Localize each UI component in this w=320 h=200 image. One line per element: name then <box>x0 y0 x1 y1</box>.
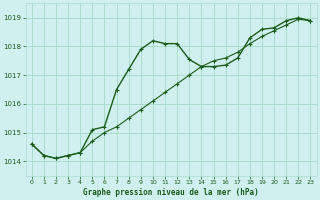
X-axis label: Graphe pression niveau de la mer (hPa): Graphe pression niveau de la mer (hPa) <box>83 188 259 197</box>
